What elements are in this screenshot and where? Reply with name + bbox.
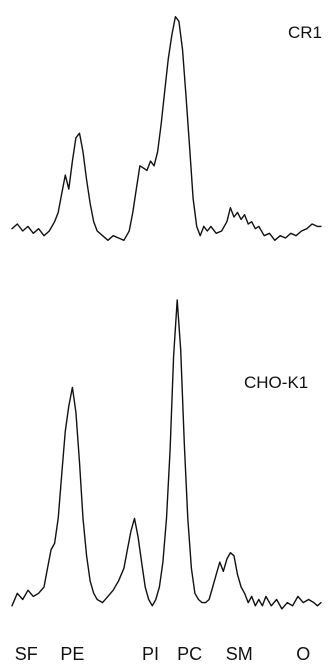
panel-cho-k1: CHO-K1	[11, 299, 322, 610]
x-axis-labels: SF PE PI PC SM O	[15, 644, 311, 664]
x-tick-label-pc: PC	[177, 644, 202, 664]
x-tick-label-pi: PI	[142, 644, 159, 664]
x-tick-label-sf: SF	[15, 644, 38, 664]
x-tick-label-o: O	[296, 644, 310, 664]
cho-k1-panel-label: CHO-K1	[244, 373, 308, 392]
x-tick-label-sm: SM	[226, 644, 253, 664]
cr1-panel-label: CR1	[288, 23, 322, 42]
x-tick-label-pe: PE	[60, 644, 84, 664]
cho-k1-trace	[11, 299, 322, 610]
cr1-trace	[11, 16, 322, 241]
panel-cr1: CR1	[11, 16, 322, 241]
